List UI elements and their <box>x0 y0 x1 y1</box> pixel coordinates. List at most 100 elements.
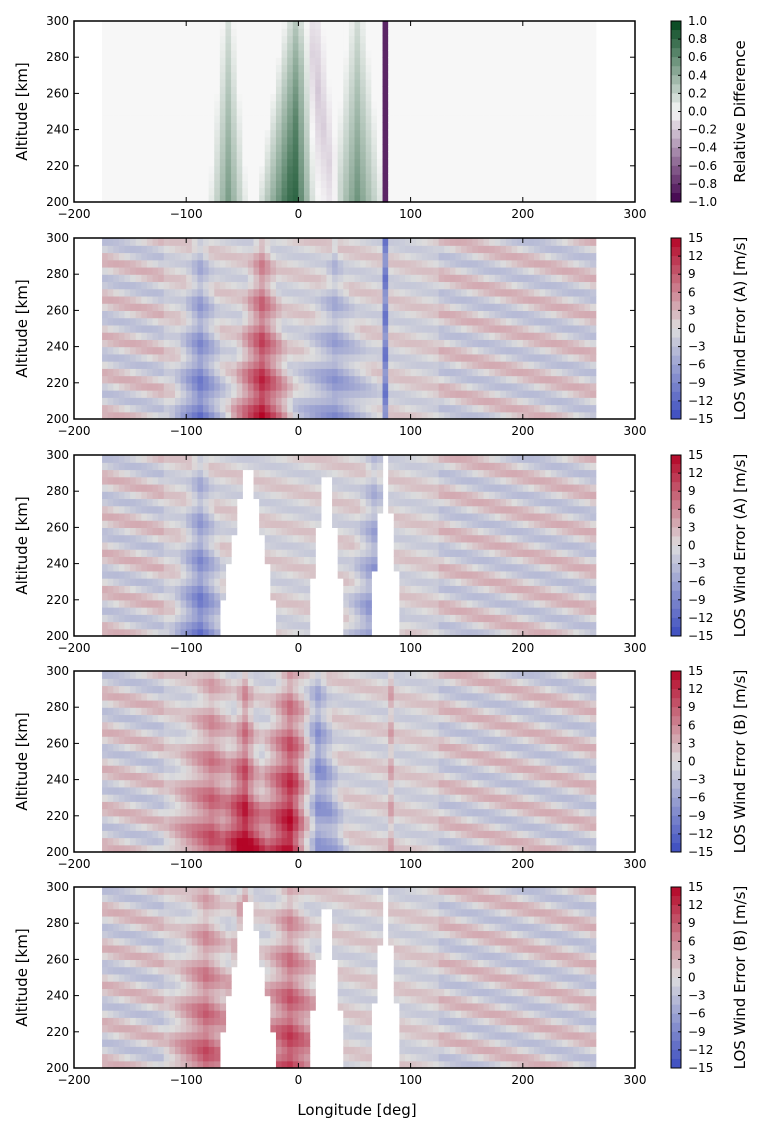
heatmap-cell <box>505 281 513 290</box>
heatmap-cell <box>556 317 563 326</box>
heatmap-cell <box>399 274 406 283</box>
heatmap-cell <box>214 411 221 420</box>
heatmap-cell <box>169 86 176 94</box>
heatmap-cell <box>225 136 232 145</box>
heatmap-cell <box>567 129 574 138</box>
heatmap-cell <box>511 100 518 109</box>
heatmap-cell <box>382 245 389 254</box>
heatmap-cell <box>360 295 367 304</box>
heatmap-cell <box>584 397 591 406</box>
heatmap-cell <box>326 144 333 152</box>
heatmap-cell <box>191 288 199 297</box>
heatmap-cell <box>191 259 199 268</box>
heatmap-cell <box>449 317 457 326</box>
heatmap-cell <box>550 303 558 311</box>
heatmap-cell <box>259 122 266 131</box>
heatmap-cell <box>124 382 131 391</box>
heatmap-cell <box>292 71 299 80</box>
heatmap-cell <box>281 180 288 189</box>
heatmap-cell <box>449 165 457 174</box>
heatmap-cell <box>550 78 558 87</box>
colorbar-segment <box>671 364 681 375</box>
heatmap-cell <box>421 245 429 254</box>
heatmap-cell <box>511 259 518 268</box>
heatmap-cell <box>371 281 378 290</box>
heatmap-cell <box>130 556 137 565</box>
heatmap-cell <box>550 295 558 304</box>
heatmap-cell <box>118 614 126 623</box>
heatmap-cell <box>124 563 131 572</box>
heatmap-cell <box>455 404 462 413</box>
heatmap-cell <box>180 42 187 51</box>
heatmap-cell <box>118 165 126 174</box>
heatmap-cell <box>169 614 176 623</box>
heatmap-cell <box>455 259 462 268</box>
heatmap-cell <box>556 353 563 362</box>
heatmap-cell <box>477 42 485 51</box>
heatmap-cell <box>107 136 114 145</box>
heatmap-cell <box>590 288 597 297</box>
heatmap-cell <box>253 78 260 87</box>
heatmap-cell <box>242 411 249 420</box>
heatmap-cell <box>107 281 114 290</box>
heatmap-cell <box>483 107 490 116</box>
heatmap-cell <box>309 397 316 406</box>
heatmap-cell <box>461 252 468 261</box>
heatmap-cell <box>113 483 120 492</box>
heatmap-cell <box>259 397 266 406</box>
heatmap-cell <box>584 274 591 283</box>
heatmap-cell <box>186 93 193 102</box>
heatmap-cell <box>281 107 288 116</box>
heatmap-cell <box>135 592 142 601</box>
heatmap-cell <box>225 411 232 420</box>
heatmap-cell <box>259 158 266 167</box>
heatmap-cell <box>449 353 457 362</box>
heatmap-cell <box>174 165 182 174</box>
heatmap-cell <box>315 194 322 203</box>
heatmap-cell <box>348 252 356 261</box>
heatmap-cell <box>118 411 126 420</box>
heatmap-cell <box>421 252 429 261</box>
heatmap-cell <box>393 42 400 51</box>
heatmap-cell <box>163 483 170 492</box>
heatmap-cell <box>309 238 316 246</box>
heatmap-cell <box>124 107 131 116</box>
heatmap-cell <box>118 42 126 51</box>
heatmap-cell <box>118 368 126 377</box>
heatmap-cell <box>152 64 159 73</box>
heatmap-cell <box>332 274 339 283</box>
heatmap-cell <box>135 483 142 492</box>
heatmap-cell <box>102 390 109 398</box>
heatmap-cell <box>242 165 249 174</box>
heatmap-cell <box>365 187 372 196</box>
heatmap-cell <box>348 245 356 254</box>
heatmap-cell <box>584 194 591 203</box>
heatmap-cell <box>107 252 114 261</box>
heatmap-cell <box>371 404 378 413</box>
heatmap-cell <box>433 259 440 268</box>
heatmap-cell <box>298 390 305 398</box>
heatmap-cell <box>158 281 165 290</box>
heatmap-cell <box>590 353 597 362</box>
colorbar-segment <box>671 391 681 402</box>
heatmap-cell <box>556 404 563 413</box>
heatmap-cell <box>393 310 400 319</box>
heatmap-cell <box>573 93 580 102</box>
heatmap-cell <box>292 397 299 406</box>
heatmap-cell <box>360 339 367 348</box>
heatmap-cell <box>130 469 137 478</box>
heatmap-cell <box>427 368 434 377</box>
heatmap-cell <box>130 570 137 579</box>
heatmap-cell <box>584 252 591 261</box>
heatmap-cell <box>113 556 120 565</box>
heatmap-cell <box>287 100 294 109</box>
heatmap-cell <box>511 324 518 333</box>
heatmap-cell <box>449 86 457 94</box>
heatmap-cell <box>253 194 260 203</box>
heatmap-cell <box>186 129 193 138</box>
heatmap-cell <box>489 266 496 275</box>
heatmap-cell <box>124 295 131 304</box>
heatmap-cell <box>449 144 457 152</box>
heatmap-cell <box>191 549 199 557</box>
heatmap-cell <box>584 35 591 44</box>
